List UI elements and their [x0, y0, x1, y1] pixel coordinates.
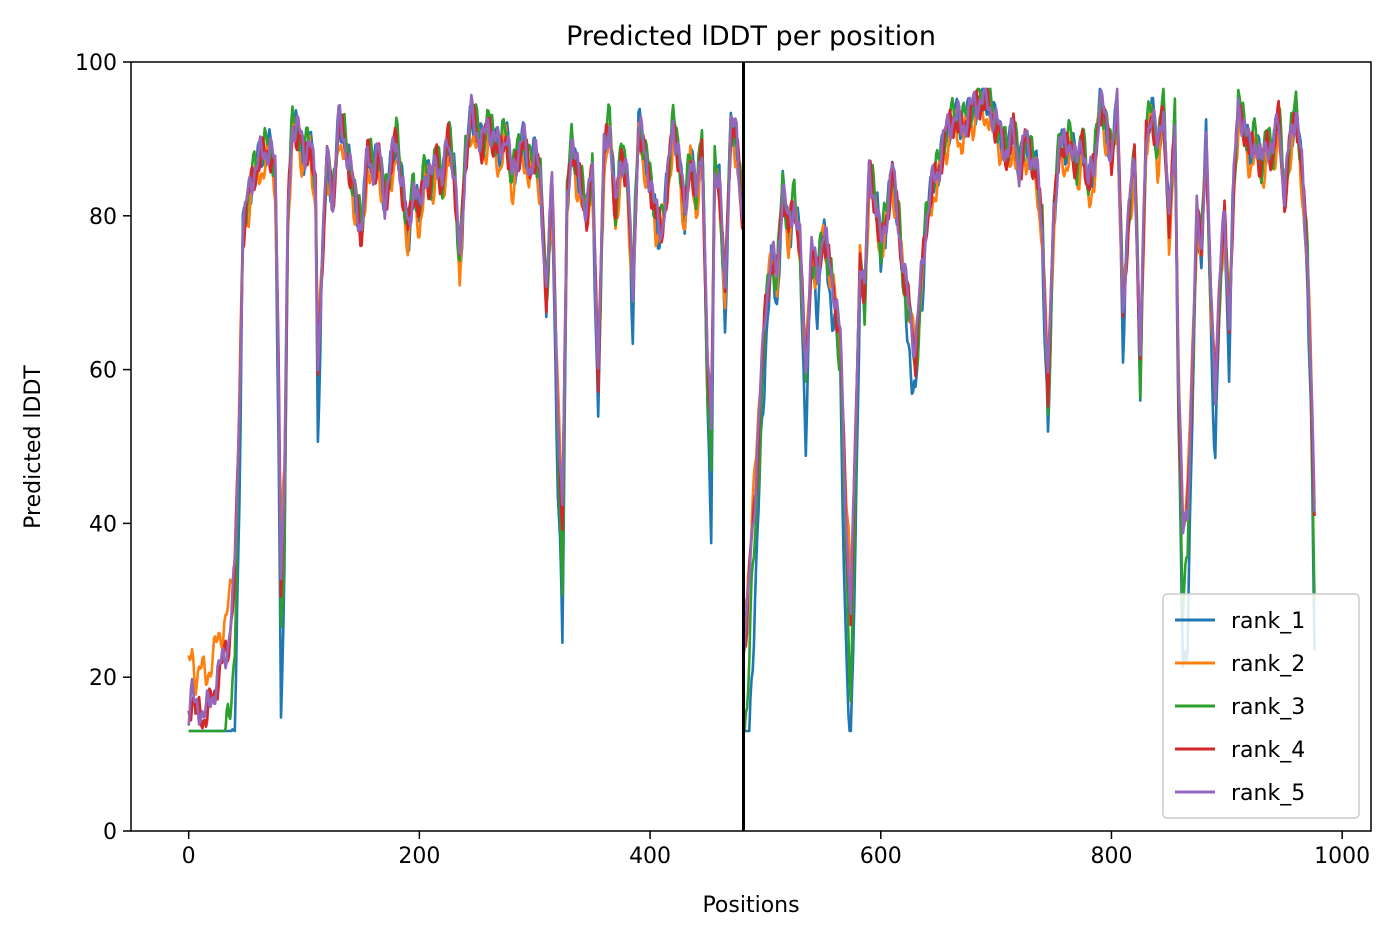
- chart-title: Predicted lDDT per position: [566, 21, 936, 52]
- y-tick-label: 100: [75, 51, 117, 76]
- y-axis-label: Predicted lDDT: [21, 365, 46, 529]
- x-tick-label: 800: [1090, 844, 1132, 869]
- legend-label: rank_5: [1231, 781, 1305, 806]
- legend: rank_1 rank_2 rank_3 rank_4 rank_5: [1162, 593, 1360, 819]
- x-tick-label: 400: [629, 844, 671, 869]
- x-tick-label: 0: [182, 844, 196, 869]
- x-axis-label: Positions: [702, 893, 799, 918]
- x-tick-label: 1000: [1314, 844, 1370, 869]
- series-line-rank-5: [187, 87, 1316, 726]
- x-axis-ticks: 0 200 400 600 800 1000: [182, 831, 1370, 869]
- legend-label: rank_1: [1231, 609, 1305, 634]
- plot-frame: [130, 61, 1372, 832]
- legend-label: rank_3: [1231, 695, 1305, 720]
- y-tick-label: 20: [89, 666, 117, 691]
- y-tick-label: 80: [89, 205, 117, 230]
- legend-box: [1162, 593, 1360, 819]
- series-lines: [187, 87, 1316, 733]
- y-tick-label: 0: [103, 820, 117, 845]
- y-tick-label: 40: [89, 512, 117, 537]
- x-tick-label: 600: [860, 844, 902, 869]
- y-axis-ticks: 0 20 40 60 80 100: [75, 51, 131, 845]
- legend-label: rank_4: [1231, 738, 1305, 763]
- legend-label: rank_2: [1231, 652, 1305, 677]
- x-tick-label: 200: [398, 844, 440, 869]
- y-tick-label: 60: [89, 359, 117, 384]
